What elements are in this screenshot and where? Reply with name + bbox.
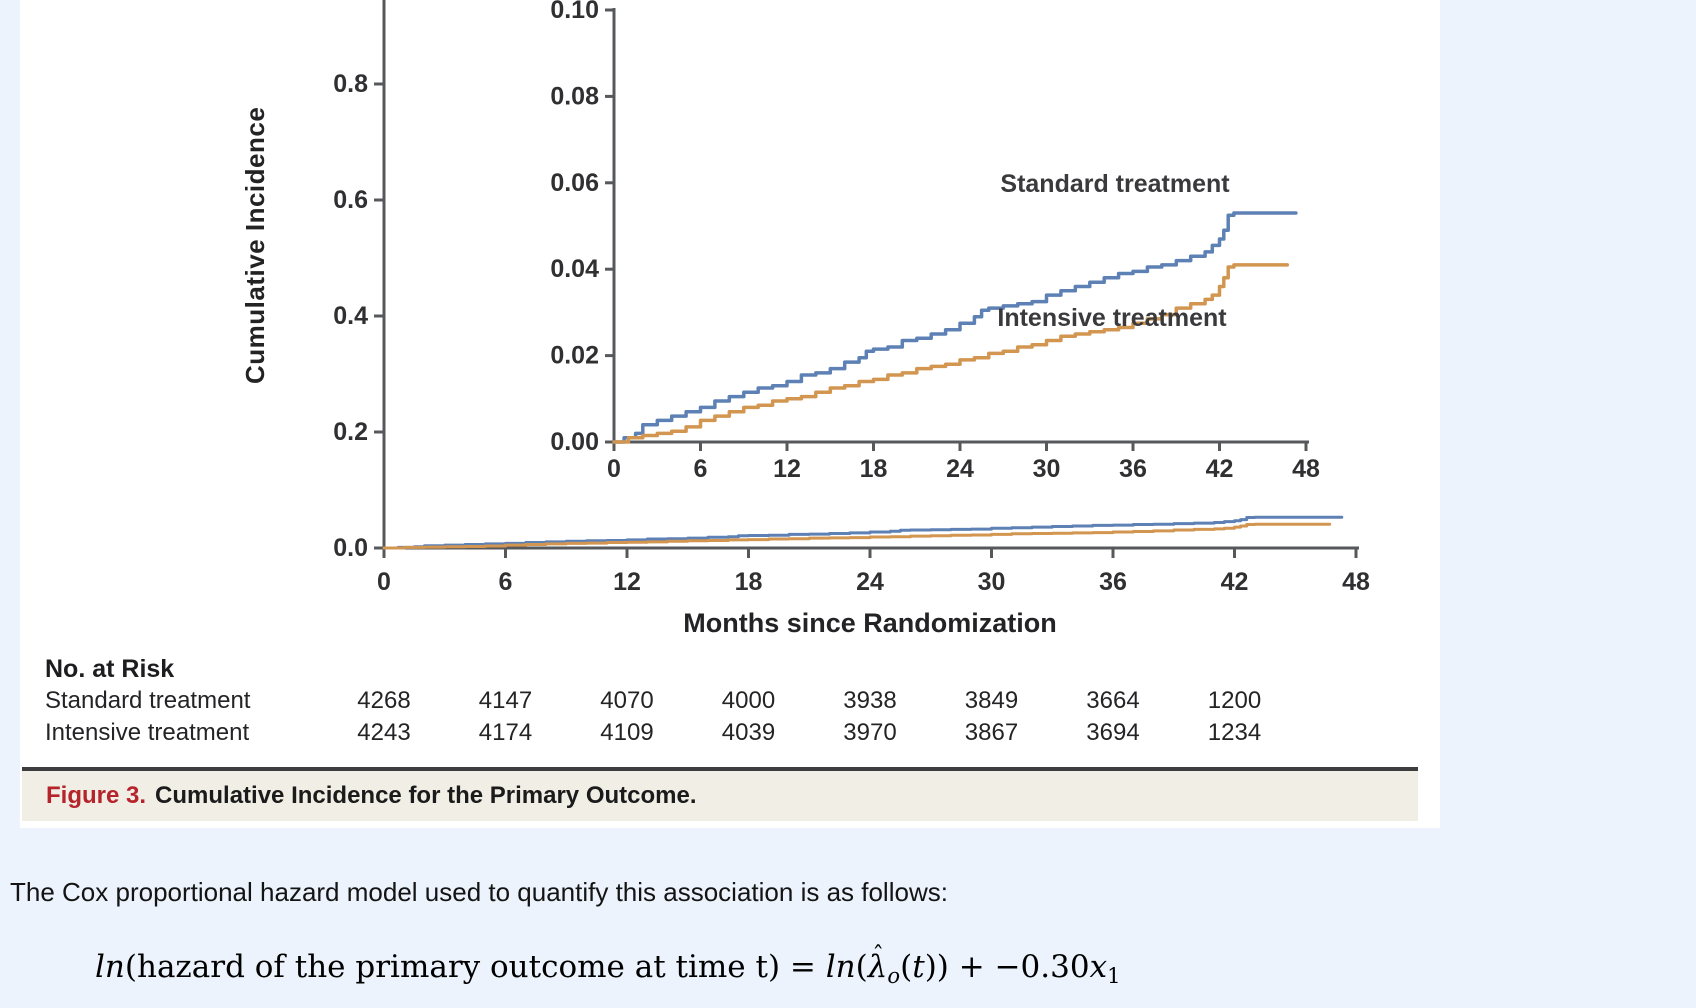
svg-text:0: 0 [607, 455, 621, 483]
at-risk-value: 4268 [357, 687, 411, 714]
at-risk-value: 1234 [1207, 719, 1262, 746]
svg-text:30: 30 [978, 568, 1006, 596]
at-risk-header: No. at Risk [45, 655, 175, 683]
svg-text:18: 18 [735, 568, 763, 596]
svg-text:Intensive treatment: Intensive treatment [997, 304, 1227, 332]
svg-text:42: 42 [1206, 455, 1234, 483]
at-risk-value: 4174 [478, 719, 533, 746]
formula-open-paren: ( [855, 949, 868, 985]
svg-text:0.00: 0.00 [550, 428, 599, 456]
caption-divider-rule [22, 767, 1418, 771]
formula-t-close: )) [924, 949, 959, 985]
at-risk-value: 4243 [357, 719, 411, 746]
svg-text:0.04: 0.04 [550, 255, 599, 283]
at-risk-value: 3970 [843, 719, 897, 746]
at-risk-row-standard: Standard treatment 4268 4147 4070 4000 3938 3… [20, 687, 1440, 717]
svg-text:48: 48 [1342, 568, 1370, 596]
formula-plus: + [958, 949, 995, 985]
formula-ln-rhs: ln [825, 949, 856, 985]
figure-panel: 0.0 0.2 0.4 0.6 0.8 0 6 12 18 24 30 36 42 48 0.00 0.02 0… [20, 0, 1440, 828]
formula-lambda: λ [867, 949, 888, 985]
formula-equals: = [789, 949, 826, 985]
svg-text:24: 24 [856, 568, 884, 596]
cox-model-formula: ln(hazard of the primary outcome at time… [95, 942, 1121, 999]
svg-text:48: 48 [1292, 455, 1320, 483]
at-risk-value: 3849 [964, 687, 1019, 714]
body-paragraph: The Cox proportional hazard model used t… [10, 877, 948, 907]
svg-text:0.08: 0.08 [550, 82, 599, 110]
svg-text:6: 6 [499, 568, 513, 596]
svg-text:0.6: 0.6 [333, 186, 368, 214]
figure-caption-label: Figure 3. [46, 782, 147, 809]
svg-text:36: 36 [1119, 455, 1147, 483]
svg-text:Standard treatment: Standard treatment [1000, 170, 1230, 198]
formula-t-open: ( [900, 949, 913, 985]
svg-text:12: 12 [613, 568, 641, 596]
at-risk-value: 3938 [843, 687, 897, 714]
svg-text:0.4: 0.4 [333, 302, 368, 330]
svg-text:0.0: 0.0 [333, 534, 368, 562]
svg-text:0.10: 0.10 [550, 0, 599, 24]
formula-t-variable: t [912, 949, 925, 985]
svg-text:30: 30 [1033, 455, 1061, 483]
svg-text:42: 42 [1221, 568, 1249, 596]
formula-lambda-subscript: o [887, 962, 901, 988]
at-risk-value: 4070 [600, 687, 654, 714]
at-risk-value: 3694 [1086, 719, 1140, 746]
at-risk-value: 4000 [721, 687, 776, 714]
svg-text:24: 24 [946, 455, 974, 483]
at-risk-value: 4039 [721, 719, 776, 746]
figure-caption: Figure 3. Cumulative Incidence for the P… [22, 771, 1418, 821]
y-axis-title: Cumulative Incidence [240, 106, 270, 384]
svg-text:0.06: 0.06 [550, 169, 599, 197]
x-axis-title: Months since Randomization [683, 608, 1057, 638]
at-risk-row-label: Standard treatment [45, 687, 251, 714]
svg-text:12: 12 [773, 455, 801, 483]
formula-ln-lhs: ln [95, 949, 125, 985]
formula-lhs-text: (hazard of the primary outcome at time t… [124, 949, 790, 985]
formula-hat-accent: ˆ [872, 942, 885, 970]
at-risk-value: 4147 [478, 687, 533, 714]
formula-x-variable: x [1089, 949, 1108, 985]
svg-text:0.02: 0.02 [550, 342, 599, 370]
at-risk-value: 1200 [1207, 687, 1262, 714]
at-risk-row-label: Intensive treatment [45, 719, 250, 746]
svg-text:0: 0 [377, 568, 391, 596]
cumulative-incidence-chart: 0.0 0.2 0.4 0.6 0.8 0 6 12 18 24 30 36 42 48 0.00 0.02 0… [333, 0, 1370, 596]
formula-coefficient: −0.30 [994, 949, 1090, 985]
svg-text:6: 6 [694, 455, 708, 483]
formula-x-subscript: 1 [1107, 962, 1121, 988]
svg-text:18: 18 [860, 455, 888, 483]
at-risk-row-intensive: Intensive treatment 4243 4174 4109 4039 3970… [20, 719, 1440, 749]
figure-caption-title: Cumulative Incidence for the Primary Out… [155, 782, 697, 809]
at-risk-value: 3664 [1086, 687, 1140, 714]
at-risk-value: 4109 [600, 719, 654, 746]
at-risk-value: 3867 [964, 719, 1019, 746]
svg-text:0.8: 0.8 [333, 70, 368, 98]
svg-text:0.2: 0.2 [333, 418, 368, 446]
svg-text:36: 36 [1099, 568, 1127, 596]
